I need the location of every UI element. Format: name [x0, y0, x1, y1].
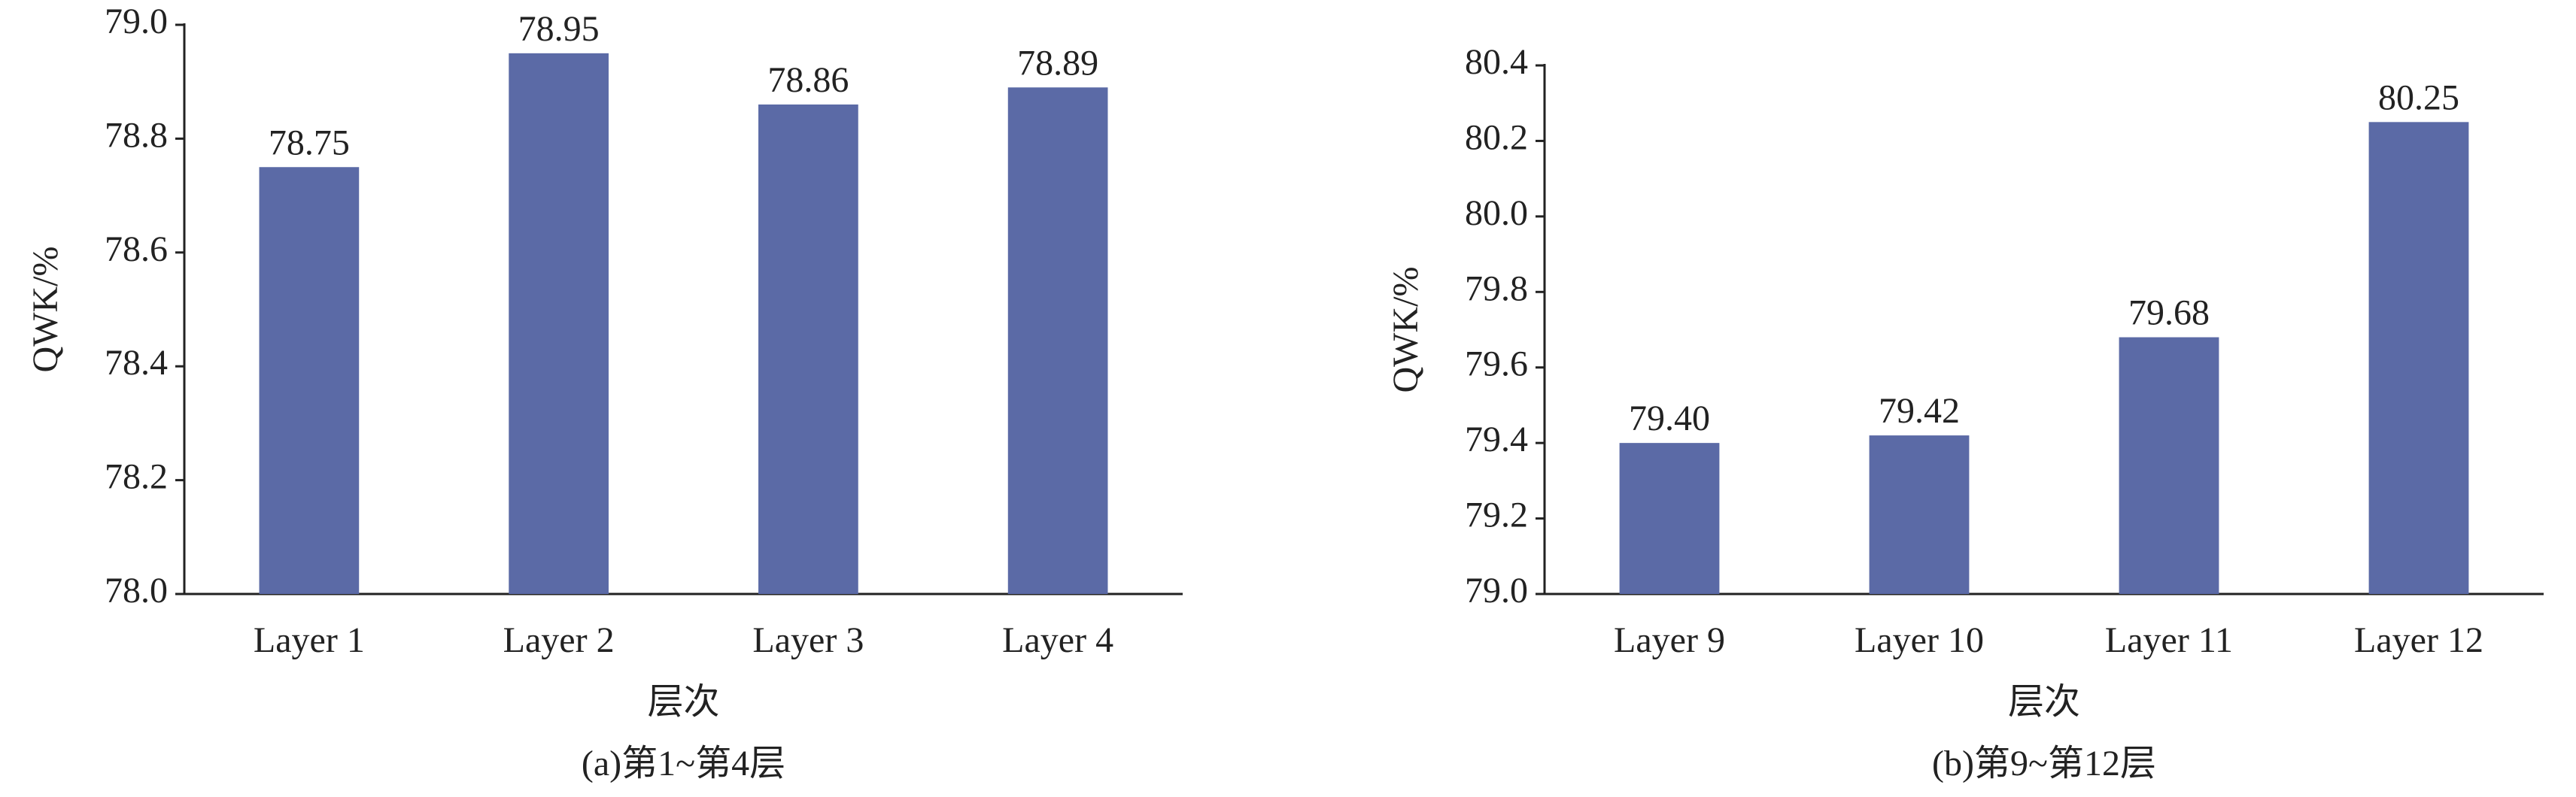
x-tick-label: Layer 12	[2354, 620, 2483, 660]
x-axis-label: 层次	[2008, 682, 2080, 722]
value-label: 79.42	[1879, 391, 1960, 431]
x-tick-label: Layer 4	[1002, 620, 1113, 660]
x-tick-label: Layer 11	[2105, 620, 2233, 660]
bar	[509, 53, 609, 595]
x-tick-label: Layer 1	[254, 620, 365, 660]
y-tick-label: 80.0	[1465, 193, 1528, 233]
y-axis-label: QWK/%	[1386, 267, 1426, 393]
y-tick-label: 78.4	[105, 343, 168, 383]
y-tick-label: 79.4	[1465, 420, 1528, 459]
value-label: 78.86	[767, 60, 849, 100]
x-tick-label: Layer 10	[1855, 620, 1984, 660]
value-label: 79.40	[1629, 398, 1710, 438]
y-tick-label: 80.4	[1465, 42, 1528, 82]
value-label: 78.75	[269, 123, 350, 162]
x-tick-label: Layer 9	[1614, 620, 1725, 660]
y-tick-label: 78.6	[105, 229, 168, 269]
y-tick-label: 79.8	[1465, 268, 1528, 308]
y-tick-label: 78.2	[105, 457, 168, 497]
bar	[2368, 122, 2469, 595]
y-tick-label: 79.0	[105, 2, 168, 41]
caption: (b)第9~第12层	[1932, 744, 2156, 783]
value-label: 78.95	[518, 9, 600, 49]
value-label: 78.89	[1017, 43, 1098, 83]
caption: (a)第1~第4层	[582, 744, 785, 783]
bar	[1007, 87, 1108, 594]
value-label: 79.68	[2128, 293, 2210, 333]
y-tick-label: 80.2	[1465, 117, 1528, 157]
bar	[259, 167, 360, 594]
bar	[1619, 443, 1720, 594]
y-tick-label: 78.8	[105, 115, 168, 155]
y-tick-label: 79.2	[1465, 495, 1528, 535]
y-tick-label: 79.6	[1465, 344, 1528, 384]
bar	[758, 104, 858, 595]
bar	[2119, 337, 2219, 594]
x-axis-label: 层次	[647, 682, 719, 722]
value-label: 80.25	[2378, 77, 2459, 117]
y-tick-label: 79.0	[1465, 571, 1528, 611]
x-tick-label: Layer 2	[503, 620, 615, 660]
y-tick-label: 78.0	[105, 571, 168, 611]
y-axis-label: QWK/%	[26, 247, 65, 373]
x-tick-label: Layer 3	[752, 620, 864, 660]
bar	[1869, 435, 1970, 594]
